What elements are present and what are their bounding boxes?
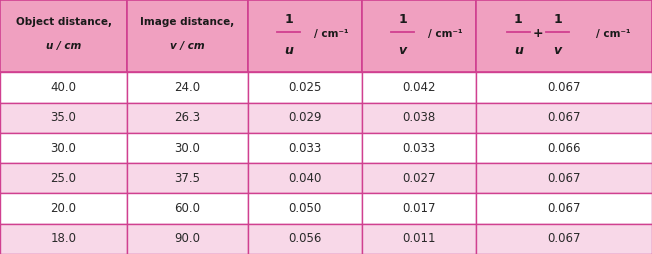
Text: / cm⁻¹: / cm⁻¹ [428,29,462,39]
Bar [127,0,248,72]
Text: 0.042: 0.042 [402,81,436,94]
Bar [127,194,248,224]
Text: / cm⁻¹: / cm⁻¹ [596,29,630,39]
Bar [127,163,248,194]
Text: 0.040: 0.040 [288,172,321,185]
Text: 0.029: 0.029 [288,111,321,124]
Text: 0.067: 0.067 [547,172,581,185]
Text: 18.0: 18.0 [51,232,76,245]
Text: 0.067: 0.067 [547,232,581,245]
Text: 26.3: 26.3 [174,111,201,124]
Text: v: v [398,44,407,57]
Text: +: + [533,27,543,40]
Bar [127,224,248,254]
Text: Object distance,: Object distance, [16,17,111,27]
Bar [362,72,476,103]
Text: u: u [514,44,523,57]
Text: 1: 1 [514,13,523,26]
Text: 60.0: 60.0 [175,202,200,215]
Text: 1: 1 [284,13,293,26]
Bar [248,72,362,103]
Text: 0.011: 0.011 [402,232,436,245]
Bar [248,224,362,254]
Text: 0.067: 0.067 [547,202,581,215]
Text: 0.067: 0.067 [547,111,581,124]
Bar [362,224,476,254]
Text: 0.027: 0.027 [402,172,436,185]
Text: 30.0: 30.0 [175,141,200,155]
Bar [248,194,362,224]
Text: 0.025: 0.025 [288,81,321,94]
Text: 30.0: 30.0 [51,141,76,155]
Bar [127,72,248,103]
Text: Image distance,: Image distance, [140,17,235,27]
Bar [476,163,652,194]
Bar [0,133,127,163]
Text: 0.033: 0.033 [288,141,321,155]
Bar [0,72,127,103]
Bar [248,133,362,163]
Text: 90.0: 90.0 [175,232,200,245]
Bar [362,103,476,133]
Text: 0.056: 0.056 [288,232,321,245]
Text: 0.033: 0.033 [402,141,436,155]
Bar [476,72,652,103]
Text: v / cm: v / cm [170,41,205,51]
Text: u: u [284,44,293,57]
Text: 1: 1 [553,13,562,26]
Bar [127,103,248,133]
Text: 0.038: 0.038 [402,111,436,124]
Text: v: v [554,44,561,57]
Bar [0,224,127,254]
Text: 37.5: 37.5 [175,172,200,185]
Bar [476,194,652,224]
Text: 0.050: 0.050 [288,202,321,215]
Text: 0.017: 0.017 [402,202,436,215]
Text: 0.067: 0.067 [547,81,581,94]
Bar [476,103,652,133]
Bar [248,0,362,72]
Bar [248,163,362,194]
Text: 35.0: 35.0 [51,111,76,124]
Text: 20.0: 20.0 [51,202,76,215]
Bar [362,0,476,72]
Text: 25.0: 25.0 [51,172,76,185]
Bar [248,103,362,133]
Bar [127,133,248,163]
Bar [476,224,652,254]
Bar [476,133,652,163]
Bar [476,0,652,72]
Bar [0,0,127,72]
Text: u / cm: u / cm [46,41,82,51]
Bar [362,194,476,224]
Text: 1: 1 [398,13,407,26]
Bar [0,103,127,133]
Bar [362,163,476,194]
Text: 40.0: 40.0 [51,81,76,94]
Bar [0,194,127,224]
Text: 24.0: 24.0 [174,81,201,94]
Text: 0.066: 0.066 [547,141,581,155]
Bar [0,163,127,194]
Bar [362,133,476,163]
Text: / cm⁻¹: / cm⁻¹ [314,29,348,39]
